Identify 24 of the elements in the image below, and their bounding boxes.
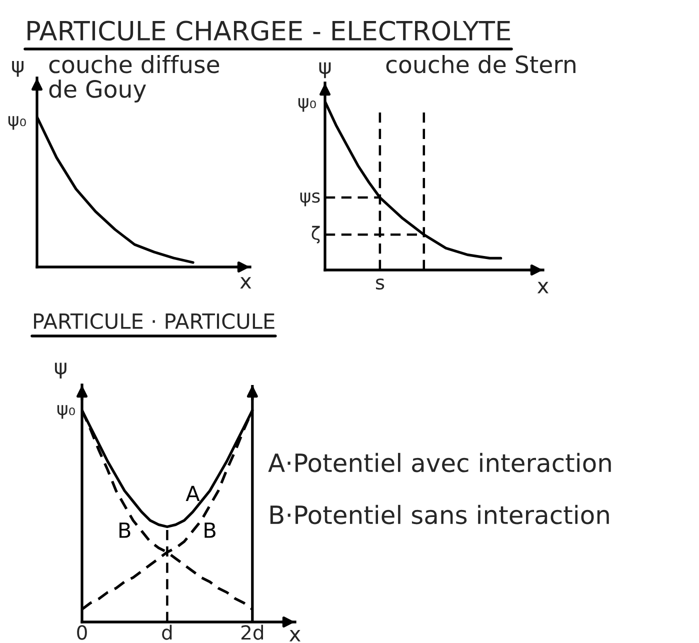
chart-subtitle: couche de Stern: [386, 55, 576, 74]
ref-line-label: ζ: [312, 226, 320, 244]
chart-title: PARTICULE · PARTICULE: [34, 313, 274, 330]
y-axis-title: ψ: [12, 61, 24, 77]
y-axis-title: ψ: [54, 362, 66, 378]
series-label: A: [186, 486, 200, 502]
y-axis-title: ψ: [319, 62, 331, 78]
series-label: B: [119, 522, 130, 538]
ref-line-label: ψs: [300, 192, 320, 206]
chart-subtitle: couche diffuse de Gouy: [49, 55, 220, 102]
x-tick-label: 0: [77, 625, 87, 640]
text: ψ₀: [8, 116, 26, 130]
x-axis-title: x: [537, 282, 548, 294]
x-tick-label: d: [162, 624, 172, 640]
text: ψ₀: [57, 405, 75, 419]
x-axis-title: x: [240, 277, 252, 288]
x-axis-title: x: [289, 630, 300, 642]
text: A·Potentiel avec interaction: [268, 452, 611, 472]
text: s: [376, 278, 384, 290]
text: B·Potentiel sans interaction: [270, 504, 609, 524]
x-tick-label: 2d: [241, 624, 263, 640]
text: ψ₀: [298, 98, 316, 112]
text: PARTICULE CHARGEE - ELECTROLYTE: [28, 20, 510, 41]
series-label: B: [204, 522, 216, 538]
